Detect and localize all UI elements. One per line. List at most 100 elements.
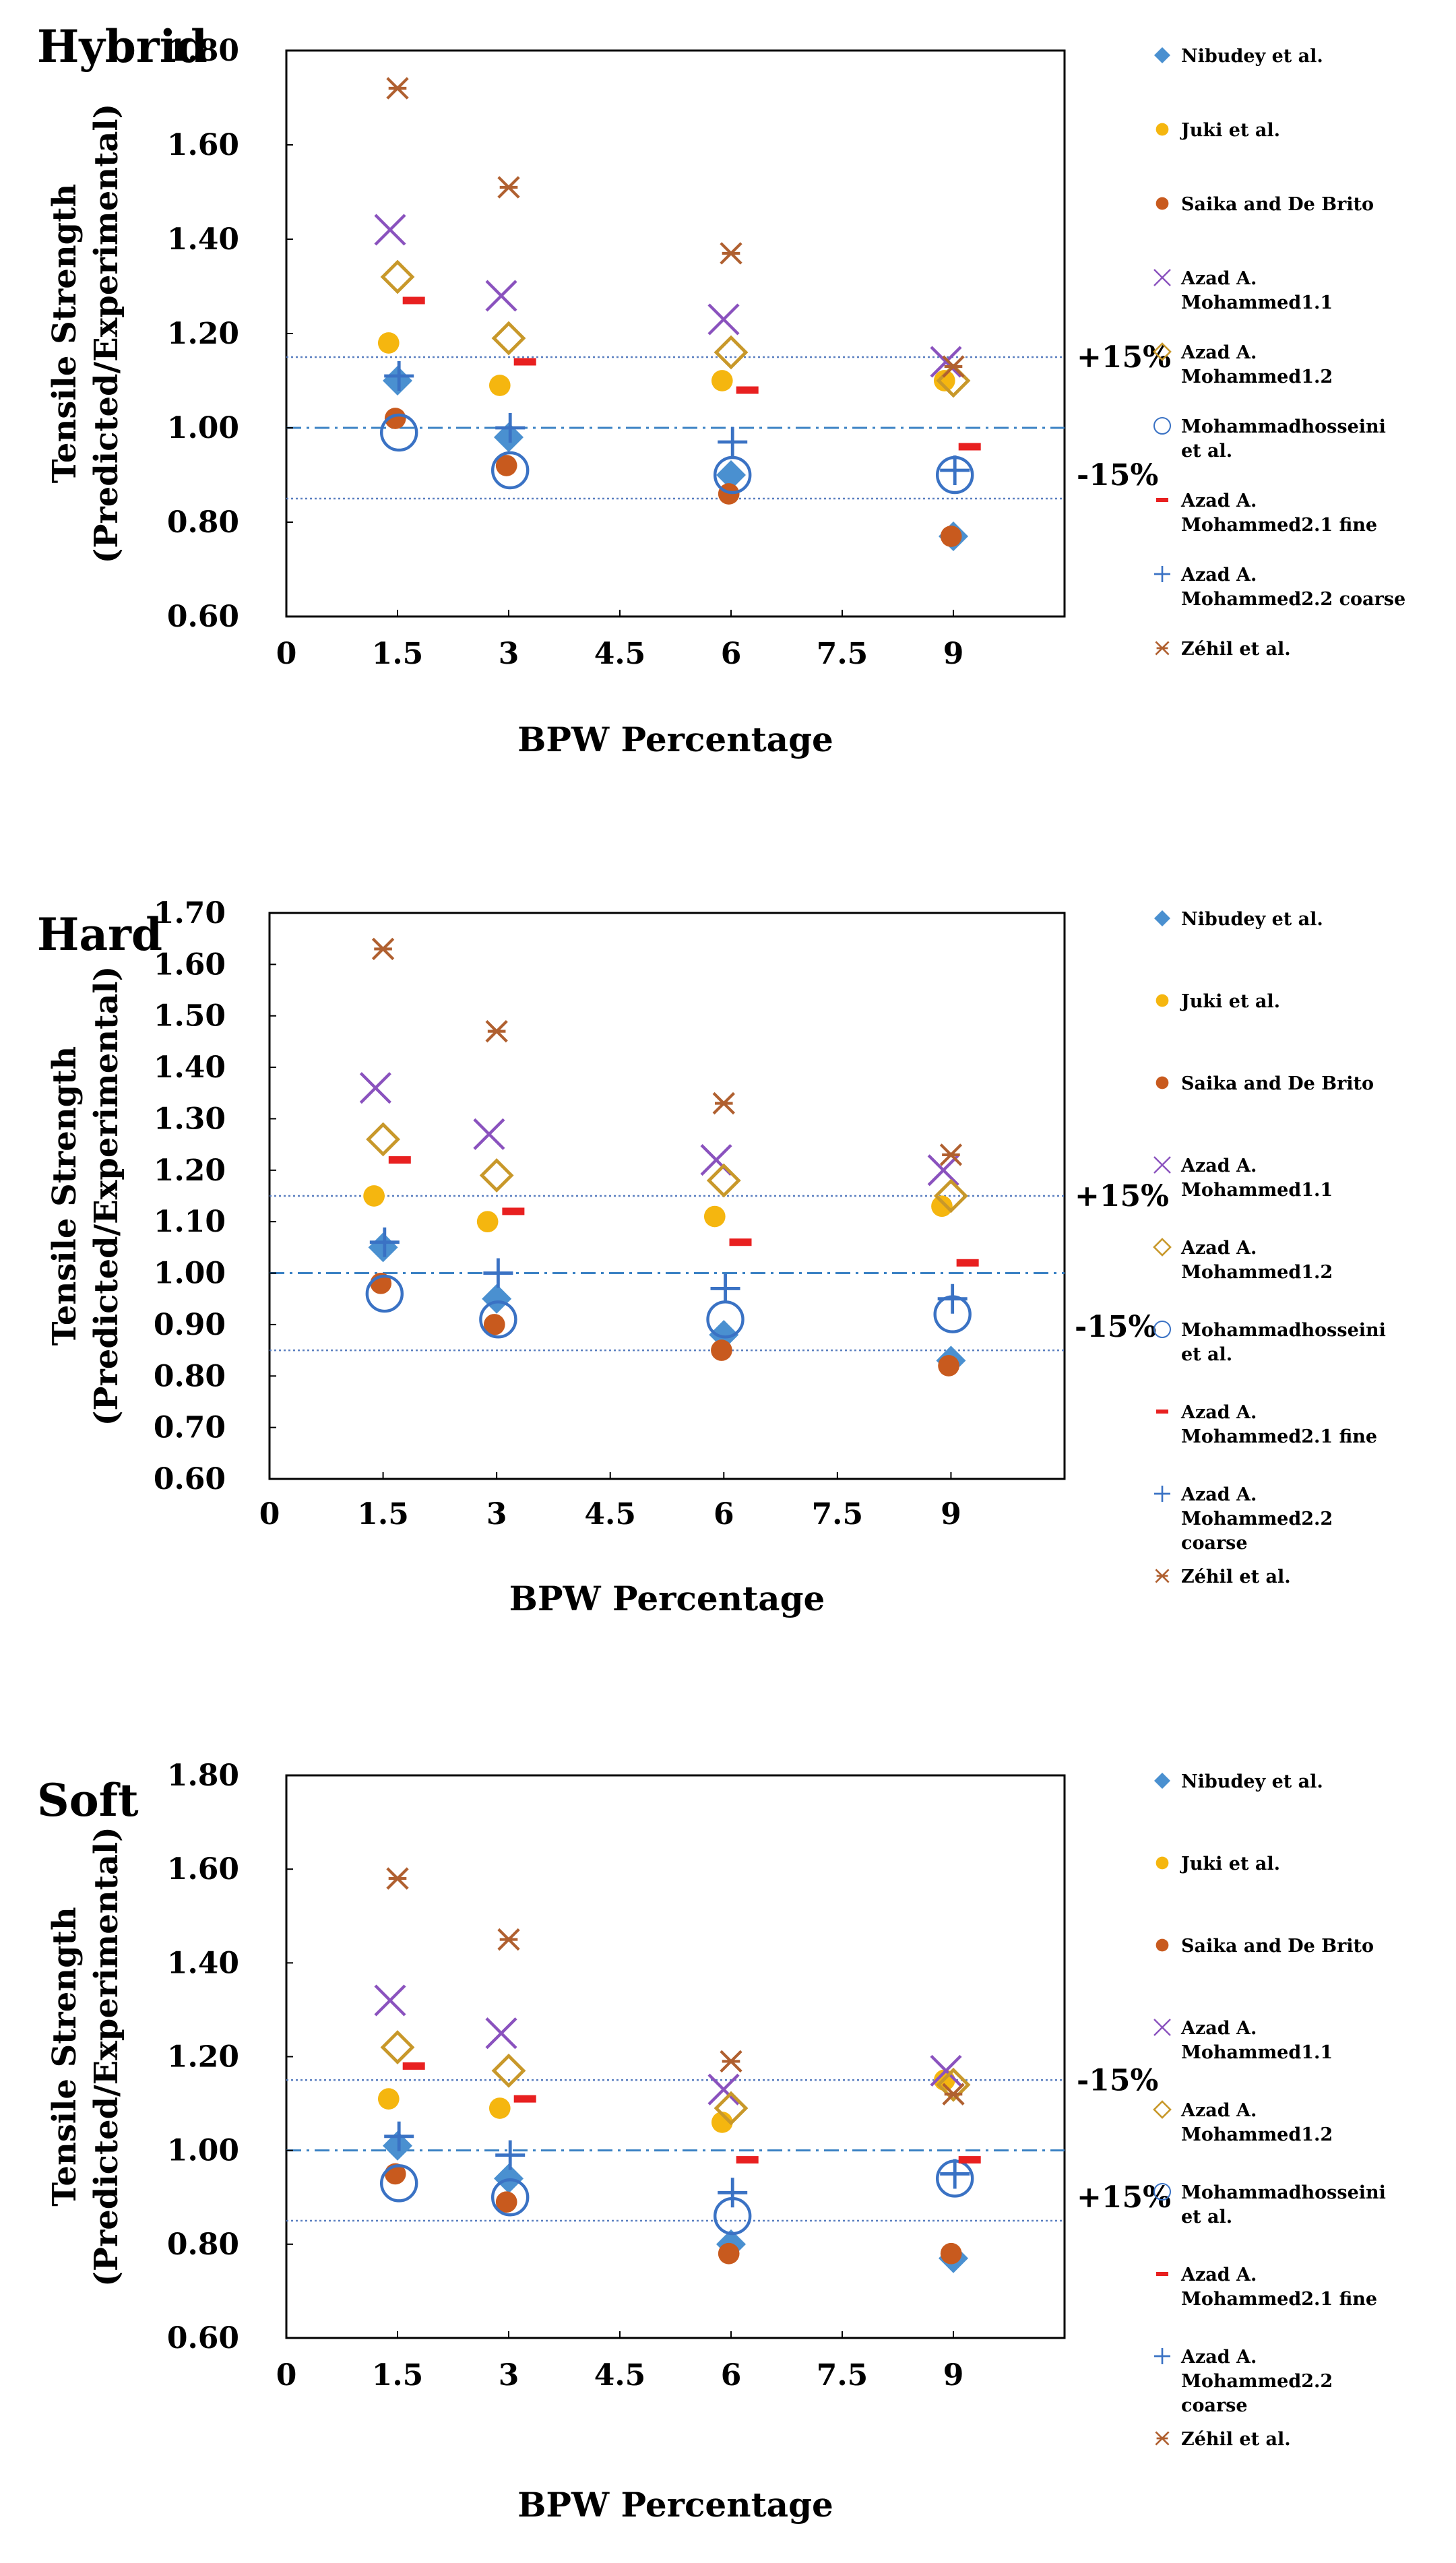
- hard-x-tick-label: 6: [714, 1497, 734, 1531]
- soft-point-juki-et-al: [488, 2097, 511, 2119]
- hard-point-azad-a-mohammed2-2-coarse: [710, 1273, 740, 1304]
- hard-x-tick-label: 3: [486, 1497, 507, 1531]
- hard-y-tick-label: 0.70: [154, 1411, 226, 1445]
- soft-legend-label: Nibudey et al.: [1181, 1771, 1323, 1792]
- soft-y-tick-label: 1.00: [167, 2134, 239, 2168]
- hard-point-azad-a-mohammed2-1-fine: [388, 1156, 411, 1164]
- hard-legend-label: Azad A.: [1180, 1484, 1257, 1505]
- hard-x-axis-label: BPW Percentage: [509, 1579, 825, 1618]
- hybrid-legend-label: Nibudey et al.: [1181, 46, 1323, 67]
- hard-point-juki-et-al: [363, 1185, 385, 1207]
- hybrid-point-saika-and-de-brito: [384, 408, 406, 429]
- hard-y-tick-label: 0.80: [154, 1359, 226, 1393]
- hybrid-legend-item-zehil-et-al: Zéhil et al.: [1155, 639, 1291, 660]
- soft-legend-item-azad-a-mohammed1-1: Azad A. Mohammed1.1: [1153, 2018, 1333, 2063]
- hybrid-chart-title: Hybrid: [37, 20, 208, 73]
- hybrid-legend-label: Mohammed2.2 coarse: [1181, 589, 1405, 610]
- soft-point-azad-a-mohammed1-2: [714, 2091, 749, 2126]
- hybrid-x-axis-label: BPW Percentage: [517, 720, 833, 759]
- hard-legend-item-saika-and-de-brito: Saika and De Brito: [1156, 1073, 1374, 1094]
- soft-point-azad-a-mohammed2-2-coarse: [718, 2178, 748, 2208]
- hard-y-tick-label: 1.50: [154, 999, 226, 1034]
- soft-point-azad-a-mohammed2-2-coarse: [495, 2140, 526, 2170]
- hybrid-point-azad-a-mohammed1-2: [491, 321, 526, 356]
- soft-legend-label: Mohammed1.2: [1181, 2124, 1333, 2145]
- soft-point-azad-a-mohammed1-1: [707, 2073, 740, 2106]
- soft-legend-item-azad-a-mohammed1-2: Azad A. Mohammed1.2: [1153, 2100, 1333, 2145]
- hard-y-tick-label: 1.40: [154, 1050, 226, 1085]
- hybrid-point-nibudey-et-al: [716, 460, 746, 490]
- soft-legend-label: Mohammadhosseini: [1181, 2182, 1386, 2203]
- hard-legend-label: coarse: [1181, 1533, 1248, 1554]
- hybrid-y-tick-label: 1.60: [167, 128, 239, 162]
- hard-point-azad-a-mohammed2-2-coarse: [369, 1227, 400, 1257]
- soft-legend-label: coarse: [1181, 2395, 1248, 2416]
- soft-chart-title: Soft: [37, 1774, 139, 1827]
- hard-point-azad-a-mohammed1-1: [359, 1072, 391, 1104]
- hybrid-point-juki-et-al: [377, 332, 400, 354]
- hybrid-y-tick-label: 1.80: [167, 34, 239, 68]
- hybrid-x-tick-label: 3: [499, 637, 519, 671]
- hybrid-y-tick-label: 0.80: [167, 505, 239, 540]
- hard-legend-label: et al.: [1181, 1344, 1232, 1365]
- soft-legend-item-mohammadhosseini-et-al: Mohammadhosseini et al.: [1153, 2182, 1386, 2227]
- hybrid-legend-label: Zéhil et al.: [1181, 639, 1291, 660]
- hybrid-lower-band-label: -15%: [1077, 458, 1158, 493]
- soft-y-tick-label: 1.40: [167, 1946, 239, 1980]
- hard-y-tick-label: 1.30: [154, 1102, 226, 1136]
- soft-legend-item-zehil-et-al: Zéhil et al.: [1155, 2429, 1291, 2450]
- hard-y-tick-label: 1.60: [154, 947, 226, 982]
- hard-legend-item-zehil-et-al: Zéhil et al.: [1155, 1567, 1291, 1587]
- hybrid-point-zehil-et-al: [720, 242, 742, 265]
- hybrid-point-azad-a-mohammed1-2: [714, 335, 749, 370]
- hard-legend-label: Mohammed1.2: [1181, 1262, 1333, 1283]
- soft-point-azad-a-mohammed1-1: [930, 2054, 962, 2087]
- hybrid-y-axis-label: Tensile Strength: [46, 184, 84, 484]
- hybrid-point-azad-a-mohammed2-1-fine: [958, 443, 981, 451]
- hard-lower-band-label: -15%: [1075, 1310, 1156, 1344]
- hybrid-point-azad-a-mohammed2-1-fine: [736, 386, 759, 394]
- soft-point-juki-et-al: [711, 2112, 733, 2133]
- hybrid-point-juki-et-al: [711, 370, 733, 391]
- hard-x-tick-label: 7.5: [812, 1497, 864, 1531]
- hybrid-legend-label: Mohammed2.1 fine: [1181, 515, 1377, 536]
- hard-point-saika-and-de-brito: [938, 1355, 959, 1377]
- hard-legend-label: Mohammed2.1 fine: [1181, 1426, 1377, 1447]
- hybrid-legend-item-nibudey-et-al: Nibudey et al.: [1154, 46, 1323, 67]
- hard-x-tick-label: 4.5: [584, 1497, 636, 1531]
- soft-point-zehil-et-al: [942, 2083, 965, 2106]
- soft-point-mohammadhosseini-et-al: [490, 2178, 530, 2217]
- hybrid-legend-label: Azad A.: [1180, 342, 1257, 363]
- hard-legend-label: Mohammadhosseini: [1181, 1320, 1386, 1341]
- hybrid-legend-label: Azad A.: [1180, 565, 1257, 586]
- soft-point-azad-a-mohammed2-2-coarse: [940, 2159, 970, 2189]
- hard-legend-item-azad-a-mohammed1-1: Azad A. Mohammed1.1: [1153, 1156, 1333, 1201]
- hard-legend-item-mohammadhosseini-et-al: Mohammadhosseini et al.: [1153, 1320, 1386, 1365]
- hard-upper-band-label: +15%: [1075, 1179, 1169, 1213]
- soft-chart-panel: 0.60 0.80 1.00 1.20 1.40 1.60 1.80 0 1.5 3 4.5 6 7.5…: [37, 1759, 1386, 2525]
- hybrid-legend-item-azad-a-mohammed2-2-coarse: Azad A. Mohammed2.2 coarse: [1154, 565, 1405, 610]
- hard-point-azad-a-mohammed2-2-coarse: [483, 1258, 513, 1288]
- hard-point-azad-a-mohammed2-1-fine: [502, 1207, 525, 1215]
- soft-point-azad-a-mohammed1-1: [485, 2017, 517, 2050]
- hybrid-y-tick-label: 1.40: [167, 222, 239, 257]
- hard-legend-item-azad-a-mohammed2-2-coarse: Azad A. Mohammed2.2 coarse: [1154, 1484, 1333, 1554]
- hard-point-zehil-et-al: [485, 1019, 508, 1043]
- soft-legend-item-azad-a-mohammed2-1-fine: Azad A. Mohammed2.1 fine: [1156, 2265, 1377, 2310]
- hybrid-x-tick-label: 9: [943, 637, 964, 671]
- hard-point-azad-a-mohammed2-2-coarse: [937, 1284, 968, 1314]
- hard-legend-label: Zéhil et al.: [1181, 1567, 1291, 1587]
- soft-legend-item-saika-and-de-brito: Saika and De Brito: [1156, 1936, 1374, 1957]
- hard-x-tick-label: 1.5: [357, 1497, 409, 1531]
- hard-point-zehil-et-al: [939, 1143, 963, 1166]
- soft-legend-label: Azad A.: [1180, 2265, 1257, 2285]
- soft-legend-label: Mohammed2.2: [1181, 2371, 1333, 2392]
- hard-legend-label: Mohammed2.2: [1181, 1509, 1333, 1529]
- hybrid-x-tick-label: 7.5: [817, 637, 868, 671]
- soft-legend-label: Zéhil et al.: [1181, 2429, 1291, 2450]
- hybrid-point-azad-a-mohammed1-1: [485, 280, 517, 312]
- soft-point-azad-a-mohammed2-1-fine: [513, 2095, 536, 2103]
- hard-point-azad-a-mohammed1-2: [479, 1158, 514, 1193]
- soft-point-zehil-et-al: [386, 1867, 409, 1890]
- hybrid-legend-item-saika-and-de-brito: Saika and De Brito: [1156, 194, 1374, 215]
